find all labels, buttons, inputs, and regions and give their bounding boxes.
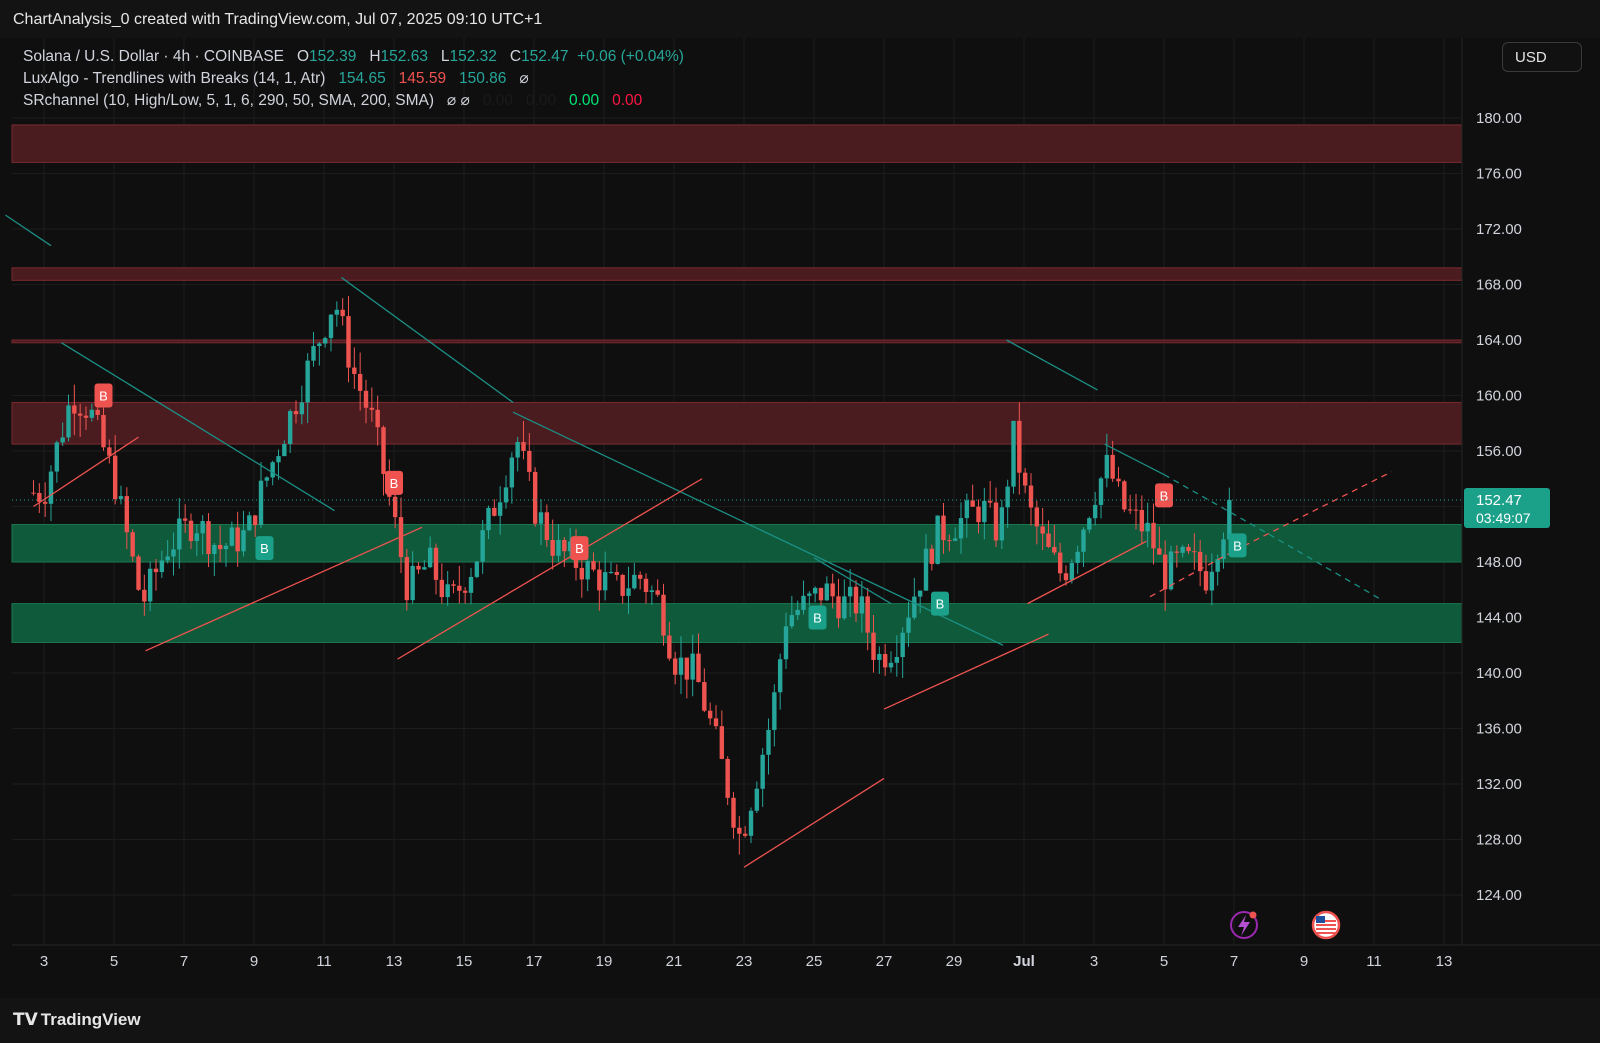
indicator-value: 145.59 (398, 70, 447, 87)
footer-bar: TV TradingView (0, 998, 1600, 1043)
tradingview-logo[interactable]: TV TradingView (13, 1010, 141, 1030)
indicator-value: 0.00 (525, 92, 557, 109)
symbol-name: Solana / U.S. Dollar · 4h · COINBASE (23, 48, 285, 65)
low-value: 152.32 (449, 48, 497, 65)
open-value: 152.39 (309, 48, 357, 65)
indicator-legend-srchannel[interactable]: SRchannel (10, High/Low, 5, 1, 6, 290, 5… (23, 90, 684, 112)
high-label: H (369, 48, 381, 65)
close-value: 152.47 (521, 48, 569, 65)
indicator-name: SRchannel (10, High/Low, 5, 1, 6, 290, 5… (23, 92, 434, 109)
low-label: L (440, 48, 450, 65)
indicator-value: 0.00 (612, 92, 643, 109)
chart-legend: Solana / U.S. Dollar · 4h · COINBASE O15… (23, 46, 684, 112)
hide-values-icon[interactable]: ⌀ (519, 70, 529, 87)
hide-values-icon[interactable]: ⌀ ⌀ (446, 92, 470, 109)
open-label: O (296, 48, 309, 65)
indicator-value: 154.65 (338, 70, 386, 87)
currency-button[interactable]: USD (1502, 42, 1582, 72)
chart-area[interactable] (0, 38, 1600, 998)
close-label: C (509, 48, 522, 65)
indicator-legend-trendlines[interactable]: LuxAlgo - Trendlines with Breaks (14, 1,… (23, 68, 684, 90)
indicator-name: LuxAlgo - Trendlines with Breaks (14, 1,… (23, 70, 326, 87)
symbol-legend-row[interactable]: Solana / U.S. Dollar · 4h · COINBASE O15… (23, 46, 684, 68)
change-value: +0.06 (+0.04%) (577, 48, 684, 65)
chart-attribution: ChartAnalysis_0 created with TradingView… (13, 11, 543, 28)
indicator-value: 0.00 (569, 92, 600, 109)
indicator-value: 150.86 (459, 70, 507, 87)
top-bar: ChartAnalysis_0 created with TradingView… (0, 0, 1600, 39)
brand-name: TradingView (40, 1010, 141, 1029)
high-value: 152.63 (380, 48, 428, 65)
indicator-value: 0.00 (482, 92, 513, 109)
tradingview-logo-icon: TV (13, 1010, 38, 1030)
